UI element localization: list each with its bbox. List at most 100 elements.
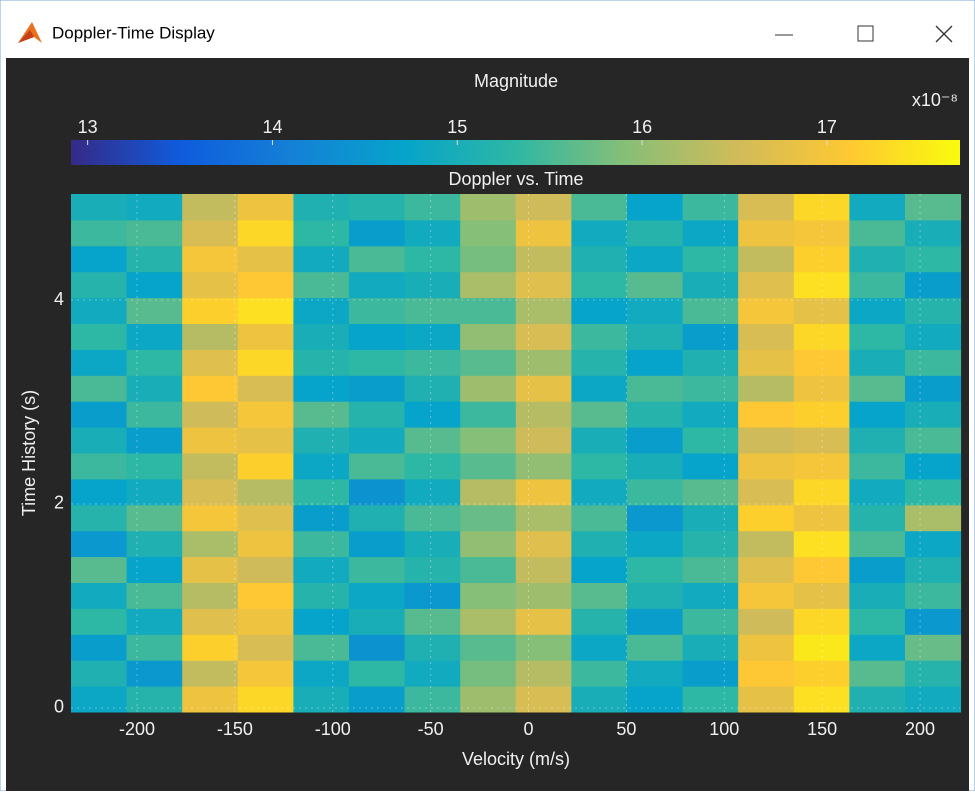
heatmap-cell [71, 219, 128, 247]
heatmap-cell [293, 297, 350, 324]
y-tick-label: 0 [54, 697, 64, 717]
heatmap-cell [348, 686, 406, 713]
heatmap-cell [182, 660, 239, 687]
x-tick-label: -50 [418, 719, 444, 739]
heatmap-cell [738, 582, 795, 609]
heatmap-cell [460, 375, 517, 402]
heatmap-cell [515, 504, 572, 532]
heatmap-cell [348, 323, 406, 350]
heatmap-cell [904, 427, 962, 454]
close-button[interactable] [935, 25, 953, 43]
heatmap-cell [237, 582, 294, 609]
heatmap-cell [237, 245, 294, 273]
heatmap-cell [348, 427, 406, 454]
heatmap-cell [404, 634, 461, 661]
heatmap-cell [793, 375, 850, 402]
heatmap-cell [237, 530, 294, 558]
heatmap-cell [515, 297, 572, 324]
heatmap-cell [126, 660, 183, 687]
heatmap-cell [793, 634, 850, 661]
heatmap-cell [626, 556, 684, 583]
heatmap-cell [515, 375, 572, 402]
heatmap-cell [460, 660, 517, 687]
heatmap-cell [515, 634, 572, 661]
heatmap-cell [404, 245, 461, 273]
heatmap-cell [571, 194, 628, 221]
heatmap-cell [71, 453, 128, 480]
heatmap-cell [849, 608, 906, 635]
heatmap-cell [293, 582, 350, 609]
heatmap-cell [237, 686, 294, 713]
heatmap-cell [460, 245, 517, 273]
heatmap-cell [404, 375, 461, 402]
heatmap-cell [404, 349, 461, 376]
heatmap-cell [515, 401, 572, 428]
maximize-button[interactable] [857, 25, 874, 42]
heatmap-cell [126, 556, 183, 583]
heatmap-cell [126, 582, 183, 609]
heatmap-cell [515, 530, 572, 558]
heatmap-cell [682, 660, 739, 687]
heatmap-cell [626, 375, 684, 402]
heatmap-cell [515, 427, 572, 454]
heatmap-cell [71, 349, 128, 376]
heatmap-cell [515, 245, 572, 273]
heatmap-cell [793, 194, 850, 221]
heatmap-cell [182, 297, 239, 324]
heatmap-cell [348, 504, 406, 532]
heatmap-cell [682, 245, 739, 273]
heatmap-cell [793, 686, 850, 713]
heatmap-cell [293, 634, 350, 661]
heatmap-cell [348, 660, 406, 687]
heatmap-cell [904, 323, 962, 350]
heatmap-cell [793, 504, 850, 532]
colorbar [71, 140, 960, 165]
heatmap-cell [682, 194, 739, 221]
heatmap-cell [237, 194, 294, 221]
heatmap-cell [460, 271, 517, 299]
heatmap-cell [738, 323, 795, 350]
heatmap-cell [293, 401, 350, 428]
heatmap-cell [904, 245, 962, 273]
heatmap-cell [904, 582, 962, 609]
heatmap-cell [849, 349, 906, 376]
heatmap-cell [237, 634, 294, 661]
heatmap-cell [348, 297, 406, 324]
heatmap-cell [293, 660, 350, 687]
heatmap-cell [237, 608, 294, 635]
heatmap-cell [626, 427, 684, 454]
heatmap-cell [515, 349, 572, 376]
heatmap-cell [182, 349, 239, 376]
heatmap-cell [71, 478, 128, 506]
heatmap-cell [682, 478, 739, 506]
heatmap-cell [738, 349, 795, 376]
heatmap-cell [904, 297, 962, 324]
heatmap-cell [126, 375, 183, 402]
heatmap-cell [460, 323, 517, 350]
heatmap-cell [849, 556, 906, 583]
heatmap-cell [904, 556, 962, 583]
heatmap-cell [571, 297, 628, 324]
y-tick-label: 2 [54, 493, 64, 513]
heatmap-cell [237, 504, 294, 532]
heatmap-cell [293, 349, 350, 376]
heatmap-cell [126, 504, 183, 532]
heatmap-cell [126, 427, 183, 454]
heatmap-cell [515, 219, 572, 247]
heatmap-cell [682, 582, 739, 609]
heatmap-cell [904, 194, 962, 221]
heatmap-cell [293, 478, 350, 506]
heatmap-cell [71, 660, 128, 687]
heatmap-cell [126, 608, 183, 635]
heatmap-cell [348, 453, 406, 480]
app-icon-shade [18, 30, 34, 43]
heatmap-cell [460, 686, 517, 713]
heatmap-cell [404, 608, 461, 635]
heatmap-cell [738, 478, 795, 506]
heatmap-cell [71, 427, 128, 454]
heatmap-cell [237, 401, 294, 428]
colorbar-tick-label: 15 [447, 117, 467, 137]
heatmap-cell [348, 271, 406, 299]
heatmap-cell [71, 556, 128, 583]
window-title: Doppler-Time Display [52, 23, 215, 42]
